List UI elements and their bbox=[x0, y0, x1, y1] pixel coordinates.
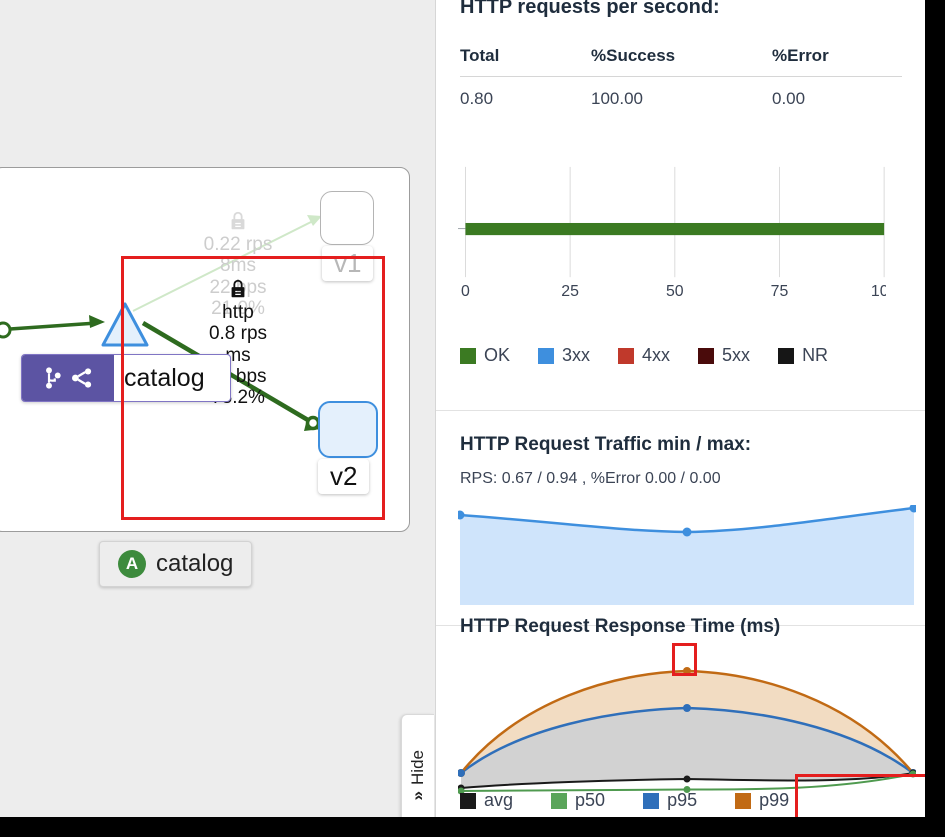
svg-text:75: 75 bbox=[771, 283, 789, 300]
svg-text:25: 25 bbox=[561, 283, 579, 300]
svg-text:100: 100 bbox=[871, 283, 886, 300]
svg-text:0: 0 bbox=[461, 283, 470, 300]
svg-text:50: 50 bbox=[666, 283, 684, 300]
